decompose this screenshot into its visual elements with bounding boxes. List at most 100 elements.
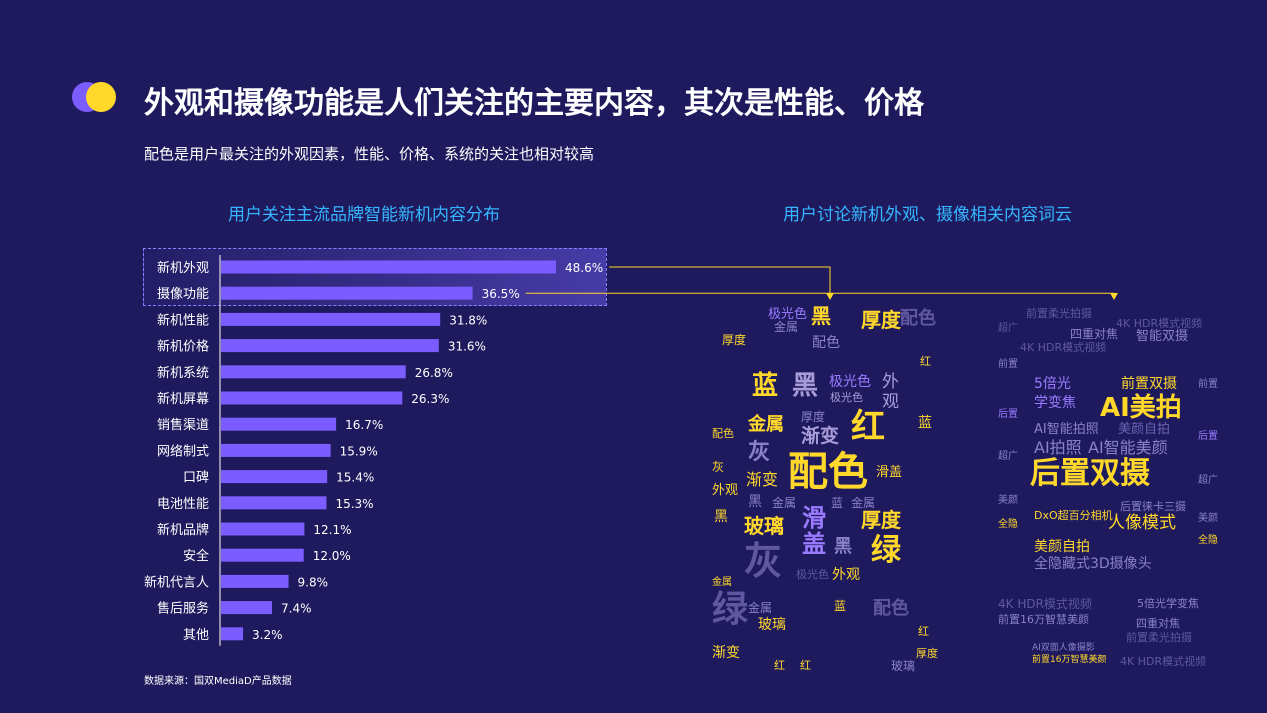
bar-value-label: 15.4% (336, 471, 374, 485)
word: 4K HDR模式视频 (998, 597, 1092, 611)
bar-value-label: 7.4% (281, 602, 312, 616)
word: 全隐 (1198, 535, 1218, 546)
word: 绿 (871, 533, 901, 568)
word: 美颜 (1198, 513, 1218, 524)
bar-chart-title: 用户关注主流品牌智能新机内容分布 (228, 205, 500, 225)
bar-category-label: 新机品牌 (157, 522, 209, 538)
word: 配色 (900, 308, 936, 329)
bar-value-label: 15.9% (340, 444, 378, 458)
bar (221, 391, 403, 405)
word: 4K HDR模式视频 (1120, 655, 1207, 668)
word: 美颜自拍 (1118, 422, 1171, 437)
bar-value-label: 48.6% (565, 261, 603, 275)
bar-value-label: 12.1% (313, 523, 351, 537)
word: 红 (920, 355, 931, 368)
word: 前置16万智慧美颜 (1032, 655, 1107, 665)
word: 后置 (998, 409, 1018, 420)
word: 厚度 (916, 647, 938, 660)
bar-category-label: 新机价格 (157, 339, 209, 355)
word: 金属 (748, 601, 773, 615)
word: 配色 (788, 449, 868, 495)
word: AI双面人像摄影 (1032, 643, 1095, 653)
word: 黑 (792, 371, 819, 401)
word: 后置徕卡三摄 (1120, 500, 1186, 513)
word: 红 (851, 407, 885, 447)
bar-value-label: 36.5% (482, 287, 520, 301)
word: 配色 (812, 335, 840, 351)
word: 四重对焦 (1070, 327, 1119, 341)
word: 绿 (712, 589, 749, 630)
bar (221, 601, 273, 615)
arrow-head-icon (826, 293, 834, 300)
word: 后置双摄 (1030, 456, 1150, 491)
wordcloud-title: 用户讨论新机外观、摄像相关内容词云 (783, 205, 1072, 225)
word: 灰 (748, 440, 771, 465)
word: 厚度 (801, 410, 826, 424)
bar-category-label: 新机外观 (157, 260, 209, 276)
bar-category-label: 安全 (183, 548, 209, 564)
bar-category-label: 新机代言人 (144, 574, 209, 590)
arrow-head-icon (1110, 293, 1118, 300)
bar (221, 312, 441, 326)
connector-line (609, 266, 831, 294)
bar (221, 443, 331, 457)
bar-category-label: 摄像功能 (157, 287, 209, 302)
word: 蓝 (834, 599, 847, 613)
word: 极光色 (830, 391, 863, 404)
bar (221, 574, 289, 588)
word: 玻璃 (891, 659, 916, 673)
word: 学变焦 (1034, 395, 1076, 411)
wordcloud-appearance: 配色红蓝黑极光色外观极光色 金属 厚度 渐变灰渐变黑金属蓝金属 滑盖 玻璃滑盖厚度灰黑绿外… (708, 296, 940, 674)
brand-logo-icon (72, 82, 122, 112)
word: 金属 (774, 320, 799, 334)
connector-lines (525, 266, 1118, 300)
word: 滑盖 (876, 465, 903, 480)
bar (221, 365, 406, 379)
word: 4K HDR模式视频 (1116, 317, 1203, 330)
bar-category-label: 新机屏幕 (157, 391, 209, 407)
word: 人像模式 (1108, 513, 1176, 533)
word: 全隐 (998, 519, 1018, 530)
word: 超广 (998, 451, 1018, 462)
word: 蓝 (918, 415, 932, 431)
wordcloud-camera: 后置双摄 AI美拍 前置双摄 5倍光 学变焦 AI智能拍照 AI拍照 AI智能美颜 美颜自拍 人像… (996, 296, 1226, 674)
bar-value-label: 15.3% (335, 497, 373, 511)
word: 极光色 (768, 307, 808, 322)
word: 金属 (712, 577, 732, 588)
bar-value-label: 31.8% (449, 313, 487, 327)
word: 四重对焦 (1136, 617, 1180, 630)
word: 极光色 (829, 374, 871, 390)
word: DxO超百分相机 (1034, 509, 1113, 522)
word: 黑 (834, 536, 852, 557)
word: AI智能美颜 (1088, 438, 1168, 457)
word: 金属 (772, 496, 797, 510)
word: 5倍光 (1034, 376, 1071, 392)
word: 超广 (998, 323, 1018, 334)
bar (221, 496, 327, 510)
word: 渐变 (712, 645, 740, 661)
word: 配色 (712, 427, 734, 440)
word: 灰 (712, 460, 725, 474)
bar (221, 417, 337, 431)
word: 前置 (1198, 379, 1218, 390)
word: 厚度 (861, 508, 901, 532)
word: 前置 (998, 359, 1018, 370)
word: 前置柔光拍摄 (1026, 307, 1092, 320)
connector-line (525, 292, 1115, 294)
word: 观 (882, 392, 899, 412)
word: 外观 (712, 483, 739, 498)
bar (221, 470, 328, 484)
data-source-note: 数据来源：国双MediaD产品数据 (144, 676, 292, 687)
bar (221, 548, 304, 562)
bar (221, 522, 305, 536)
word: 外观 (832, 567, 860, 583)
word: 玻璃 (758, 617, 786, 633)
word: 4K HDR模式视频 (1020, 341, 1107, 354)
page-title: 外观和摄像功能是人们关注的主要内容，其次是性能、价格 (144, 86, 924, 121)
bar (221, 339, 439, 353)
word: 滑 (802, 504, 826, 532)
bar-category-label: 电池性能 (157, 497, 209, 512)
bar (221, 260, 556, 274)
word: 智能双摄 (1136, 329, 1189, 344)
